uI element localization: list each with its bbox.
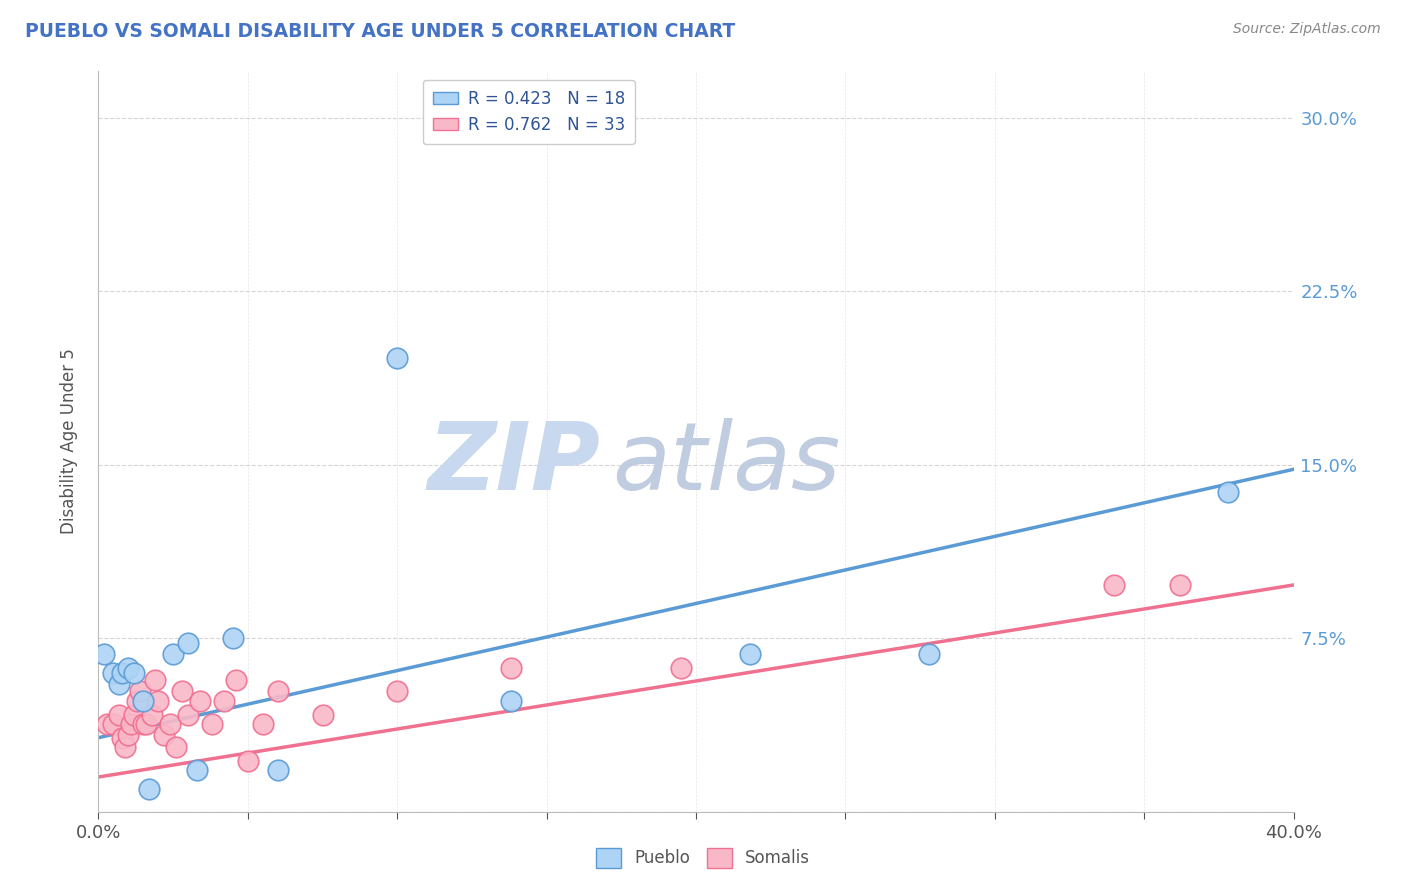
Point xyxy=(108,677,131,691)
Point xyxy=(141,707,163,722)
Point xyxy=(177,636,200,650)
Point xyxy=(177,707,200,722)
Point xyxy=(385,684,409,698)
Point xyxy=(267,684,290,698)
Text: PUEBLO VS SOMALI DISABILITY AGE UNDER 5 CORRELATION CHART: PUEBLO VS SOMALI DISABILITY AGE UNDER 5 … xyxy=(25,22,735,41)
Point xyxy=(117,661,139,675)
Point xyxy=(143,673,166,687)
Point xyxy=(1168,578,1191,592)
Point xyxy=(162,648,184,662)
Point xyxy=(132,694,155,708)
Point xyxy=(499,661,522,675)
Point xyxy=(124,707,146,722)
Point xyxy=(124,665,146,680)
Point xyxy=(252,716,274,731)
Point xyxy=(120,716,142,731)
Point xyxy=(96,716,118,731)
Text: Source: ZipAtlas.com: Source: ZipAtlas.com xyxy=(1233,22,1381,37)
Point xyxy=(385,351,409,366)
Y-axis label: Disability Age Under 5: Disability Age Under 5 xyxy=(59,349,77,534)
Point xyxy=(135,716,157,731)
Point xyxy=(165,739,187,754)
Point xyxy=(267,763,290,777)
Point xyxy=(1216,485,1239,500)
Text: atlas: atlas xyxy=(613,418,841,509)
Point xyxy=(111,731,134,745)
Legend: R = 0.423   N = 18, R = 0.762   N = 33: R = 0.423 N = 18, R = 0.762 N = 33 xyxy=(423,79,634,144)
Point xyxy=(225,673,247,687)
Point xyxy=(212,694,235,708)
Point xyxy=(172,684,194,698)
Point xyxy=(103,716,125,731)
Point xyxy=(738,648,761,662)
Point xyxy=(188,694,211,708)
Point xyxy=(138,781,160,796)
Point xyxy=(669,661,692,675)
Point xyxy=(153,728,176,742)
Point xyxy=(129,684,152,698)
Point xyxy=(311,707,333,722)
Point xyxy=(132,716,155,731)
Point xyxy=(499,694,522,708)
Point xyxy=(111,665,134,680)
Point xyxy=(201,716,224,731)
Point xyxy=(236,754,259,768)
Point xyxy=(103,665,125,680)
Point xyxy=(117,728,139,742)
Point xyxy=(1104,578,1126,592)
Point xyxy=(114,739,136,754)
Point xyxy=(918,648,941,662)
Point xyxy=(127,694,149,708)
Point xyxy=(159,716,181,731)
Point xyxy=(186,763,208,777)
Point xyxy=(148,694,170,708)
Point xyxy=(222,631,245,645)
Point xyxy=(93,648,115,662)
Point xyxy=(108,707,131,722)
Legend: Pueblo, Somalis: Pueblo, Somalis xyxy=(589,841,817,875)
Text: ZIP: ZIP xyxy=(427,417,600,509)
